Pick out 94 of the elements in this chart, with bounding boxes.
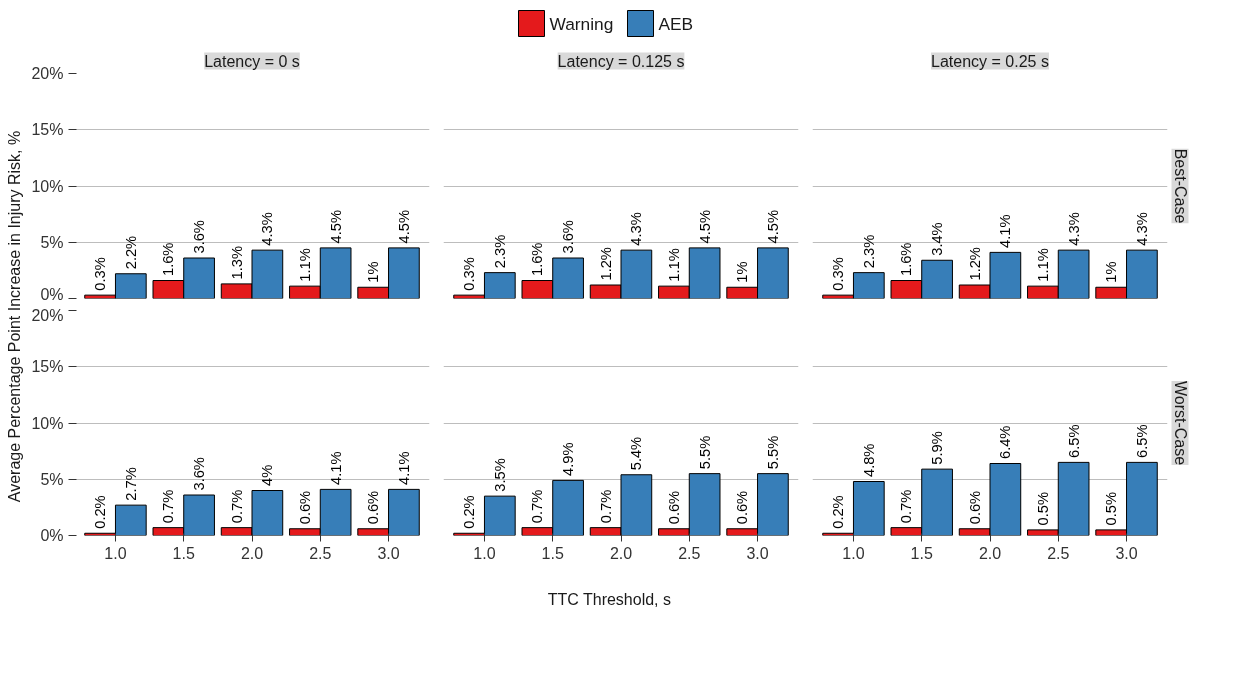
legend-label: AEB	[658, 13, 694, 34]
y-tick-label: 5%	[40, 233, 64, 251]
data-label: 0.7%	[529, 489, 546, 524]
x-tick-label: 1.0	[104, 544, 127, 562]
y-tick-label: 5%	[40, 470, 64, 488]
data-label: 4.3%	[628, 212, 645, 246]
data-label: 4.9%	[560, 442, 577, 476]
x-tick-label: 1.5	[541, 544, 564, 562]
data-label: 4.1%	[327, 451, 344, 485]
y-tick-label: 20%	[31, 306, 64, 324]
data-label: 0.3%	[461, 257, 478, 291]
chart-title: Latency = 0.125 s	[557, 52, 685, 70]
y-axis-title: Average Percentage Point Increase in Injury Risk, %	[6, 130, 23, 503]
data-label: 0.2%	[461, 495, 478, 529]
data-label: 4.3%	[1065, 212, 1082, 246]
data-label: 0.2%	[830, 495, 847, 529]
data-label: 4.5%	[327, 209, 344, 244]
x-tick-label: 1.0	[842, 544, 865, 562]
data-label: 2.3%	[860, 234, 877, 269]
x-tick-label: 2.5	[678, 544, 701, 562]
x-tick-label: 1.5	[910, 544, 933, 562]
data-label: 1.6%	[160, 242, 177, 276]
data-label: 4.5%	[764, 209, 781, 244]
data-label: 0.5%	[1034, 491, 1051, 526]
data-label: 4.3%	[1133, 212, 1150, 246]
data-label: 1.3%	[228, 245, 245, 280]
data-label: 0.3%	[92, 257, 109, 291]
data-label: 4.1%	[997, 214, 1014, 248]
x-tick-label: 3.0	[746, 544, 769, 562]
data-label: 0.6%	[365, 490, 382, 525]
y-tick-label: 15%	[31, 121, 64, 139]
data-label: 1.6%	[898, 242, 915, 276]
data-label: 0.7%	[228, 489, 245, 524]
data-label: 2.2%	[122, 235, 139, 270]
data-label: 6.4%	[997, 425, 1014, 459]
x-tick-label: 1.5	[172, 544, 195, 562]
data-label: 0.6%	[296, 490, 313, 525]
data-label: 5.5%	[764, 435, 781, 470]
data-label: 4.8%	[860, 443, 877, 477]
data-label: 5.5%	[696, 435, 713, 470]
data-label: 4.5%	[696, 209, 713, 244]
data-label: 0.2%	[92, 495, 109, 529]
data-label: 0.6%	[734, 490, 751, 525]
data-label: 1.1%	[665, 248, 682, 282]
data-label: 4.1%	[395, 451, 412, 485]
data-label: 1.2%	[597, 247, 614, 281]
x-axis-title: TTC Threshold, s	[547, 591, 671, 608]
data-label: 3.6%	[560, 220, 577, 254]
data-label: 0.7%	[898, 489, 915, 524]
data-label: 1%	[734, 261, 751, 283]
y-tick-label: 10%	[31, 177, 64, 195]
y-tick-label: 0%	[40, 285, 64, 303]
x-tick-label: 2.0	[609, 544, 633, 562]
data-label: 3.6%	[191, 457, 208, 491]
data-label: 0.6%	[966, 490, 983, 525]
data-label: 4.5%	[395, 209, 412, 244]
chart-title: Latency = 0 s	[204, 52, 300, 70]
data-label: 3.6%	[191, 220, 208, 254]
data-label: 3.4%	[929, 222, 946, 256]
data-label: 0.5%	[1103, 491, 1120, 526]
data-label: 4.3%	[259, 212, 276, 246]
x-tick-label: 2.5	[1047, 544, 1070, 562]
data-label: 5.9%	[929, 431, 946, 465]
x-tick-label: 2.0	[240, 544, 264, 562]
y-tick-label: 15%	[31, 358, 64, 376]
data-label: 4%	[259, 464, 276, 486]
y2-axis-title: Worst-Case	[1171, 380, 1189, 466]
data-label: 0.3%	[830, 257, 847, 291]
y2-axis-title: Best-Case	[1171, 148, 1189, 224]
data-label: 0.7%	[160, 489, 177, 524]
data-label: 1.6%	[529, 242, 546, 276]
data-label: 3.5%	[491, 458, 508, 492]
x-tick-label: 2.0	[978, 544, 1002, 562]
y-tick-label: 20%	[31, 65, 64, 82]
data-label: 5.4%	[628, 436, 645, 471]
x-tick-label: 1.0	[473, 544, 496, 562]
x-tick-label: 3.0	[377, 544, 400, 562]
data-label: 1.1%	[1034, 248, 1051, 282]
y-tick-label: 10%	[31, 414, 64, 432]
x-tick-label: 2.5	[309, 544, 332, 562]
data-label: 1.1%	[296, 248, 313, 282]
data-label: 1%	[365, 261, 382, 283]
legend-label: Warning	[549, 13, 614, 34]
data-label: 6.5%	[1065, 424, 1082, 458]
data-label: 0.6%	[665, 490, 682, 525]
data-label: 6.5%	[1133, 424, 1150, 458]
y-tick-label: 0%	[40, 527, 64, 544]
data-label: 2.7%	[122, 467, 139, 501]
x-tick-label: 3.0	[1115, 544, 1138, 562]
data-label: 1%	[1103, 261, 1120, 283]
chart-title: Latency = 0.25 s	[931, 52, 1049, 70]
data-label: 2.3%	[491, 234, 508, 269]
data-label: 1.2%	[966, 247, 983, 281]
data-label: 0.7%	[597, 489, 614, 524]
